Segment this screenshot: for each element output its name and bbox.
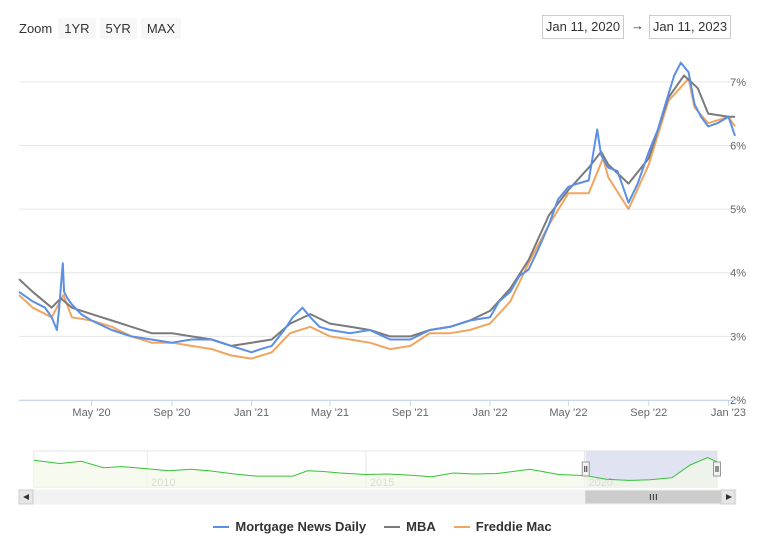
zoom-5yr-button[interactable]: 5YR — [99, 17, 137, 39]
navigator-handle-right[interactable] — [713, 461, 721, 477]
legend-label-mba: MBA — [406, 519, 436, 534]
legend: Mortgage News Daily MBA Freddie Mac — [0, 519, 765, 534]
x-tick-label: May '20 — [72, 407, 110, 419]
navigator-area — [34, 457, 717, 487]
range-from-input[interactable]: Jan 11, 2020 — [542, 15, 624, 39]
zoom-max-button[interactable]: MAX — [140, 17, 181, 39]
y-tick-label: 7% — [730, 77, 746, 89]
x-tick-label: Sep '22 — [630, 407, 667, 419]
x-tick-label: Jan '21 — [234, 407, 269, 419]
x-tick-label: Jan '23 — [711, 407, 746, 419]
legend-swatch-mnd — [213, 525, 230, 528]
series-layer — [18, 61, 736, 360]
x-tick-label: May '22 — [549, 407, 587, 419]
legend-item-mnd[interactable]: Mortgage News Daily — [213, 519, 366, 534]
grid-layer — [19, 81, 735, 401]
handle-body — [713, 461, 721, 477]
x-tick-label: Sep '21 — [392, 407, 429, 419]
series-line-mba — [18, 74, 735, 347]
series-line-freddie — [18, 77, 736, 360]
range-to-input[interactable]: Jan 11, 2023 — [649, 15, 731, 39]
legend-item-mba[interactable]: MBA — [384, 519, 436, 534]
legend-label-freddie: Freddie Mac — [475, 519, 552, 534]
zoom-bar: Zoom 1YR 5YR MAX — [19, 16, 185, 40]
legend-swatch-mba — [384, 525, 401, 528]
navigator-handle-left[interactable] — [581, 461, 590, 477]
y-tick-label: 2% — [730, 395, 746, 407]
navigator-line — [33, 457, 718, 481]
legend-label-mnd: Mortgage News Daily — [235, 519, 367, 534]
handle-body — [581, 461, 590, 477]
legend-swatch-freddie — [453, 525, 470, 528]
y-tick-label: 3% — [730, 331, 746, 343]
chevron-left-icon — [23, 494, 29, 500]
legend-item-freddie[interactable]: Freddie Mac — [453, 519, 552, 534]
zoom-label: Zoom — [19, 20, 53, 36]
chevron-right-icon — [726, 494, 732, 500]
axis-layer: 2% 3% 4% 5% 6% 7% May '20 Sep '20 Jan '21 May '21… — [19, 77, 746, 419]
x-tick-label: Jan '22 — [472, 407, 507, 419]
y-tick-label: 6% — [730, 140, 746, 152]
x-tick-label: Sep '20 — [153, 407, 190, 419]
range-arrow: → — [631, 18, 644, 33]
y-tick-label: 4% — [730, 268, 746, 280]
y-tick-label: 5% — [730, 204, 746, 216]
series-line-mnd — [18, 61, 736, 354]
zoom-1yr-button[interactable]: 1YR — [58, 17, 96, 39]
navigator[interactable]: 201020152020 — [18, 450, 737, 505]
x-tick-label: May '21 — [311, 407, 349, 419]
